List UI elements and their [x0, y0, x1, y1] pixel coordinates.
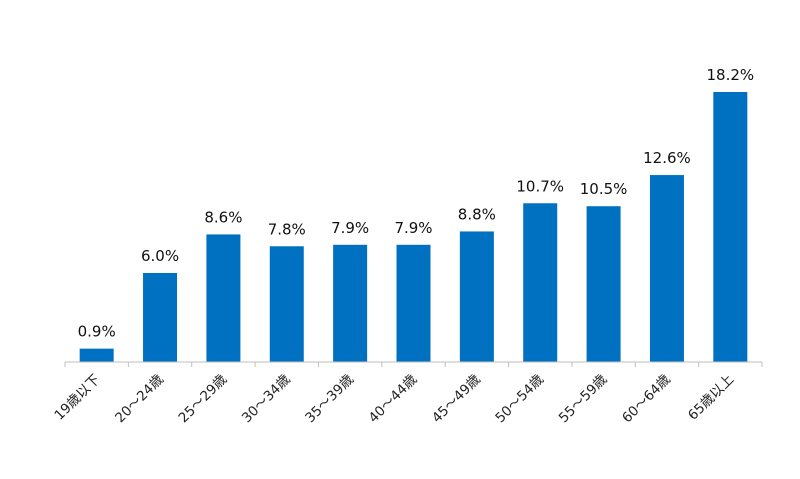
x-tick-label-7: 45～49歳 — [429, 371, 484, 426]
x-tick-label-1: 19歳以下 — [51, 372, 103, 424]
value-label-10: 12.6% — [643, 149, 691, 167]
bar-8 — [523, 203, 558, 362]
bars-group — [79, 92, 748, 362]
bar-4 — [269, 246, 304, 362]
bar-5 — [333, 244, 368, 362]
value-label-3: 8.6% — [204, 208, 242, 226]
value-label-7: 8.8% — [458, 205, 496, 223]
value-labels-group: 0.9% 6.0% 8.6% 7.8% 7.9% 7.9% 8.8% 10.7% 10.5% 12… — [78, 66, 755, 341]
value-label-8: 10.7% — [516, 177, 564, 195]
bar-9 — [586, 206, 621, 362]
x-tick-label-11: 65歳以上 — [685, 372, 737, 424]
x-tick-label-6: 40～44歳 — [366, 371, 421, 426]
x-tick-label-3: 25～29歳 — [176, 371, 231, 426]
value-label-2: 6.0% — [141, 247, 179, 265]
bar-1 — [79, 348, 114, 362]
x-tick-label-5: 35～39歳 — [302, 371, 357, 426]
value-label-5: 7.9% — [331, 219, 369, 237]
x-axis-tick-labels: 19歳以下 20～24歳 25～29歳 30～34歳 35～39歳 40～44歳 45～49… — [51, 371, 737, 426]
value-label-1: 0.9% — [78, 323, 116, 341]
x-tick-label-4: 30～34歳 — [239, 371, 294, 426]
x-tick-label-10: 60～64歳 — [619, 371, 674, 426]
x-tick-label-2: 20～24歳 — [112, 371, 167, 426]
bar-6 — [396, 244, 431, 362]
value-label-11: 18.2% — [706, 66, 754, 84]
bar-3 — [206, 234, 241, 362]
value-label-6: 7.9% — [394, 219, 432, 237]
x-tick-label-8: 50～54歳 — [492, 371, 547, 426]
value-label-9: 10.5% — [580, 180, 628, 198]
x-axis-ticks — [64, 362, 763, 367]
bar-10 — [649, 175, 684, 362]
x-tick-label-9: 55～59歳 — [556, 371, 611, 426]
bar-7 — [459, 231, 494, 362]
bar-11 — [713, 92, 748, 362]
bar-2 — [143, 272, 178, 362]
value-label-4: 7.8% — [268, 220, 306, 238]
